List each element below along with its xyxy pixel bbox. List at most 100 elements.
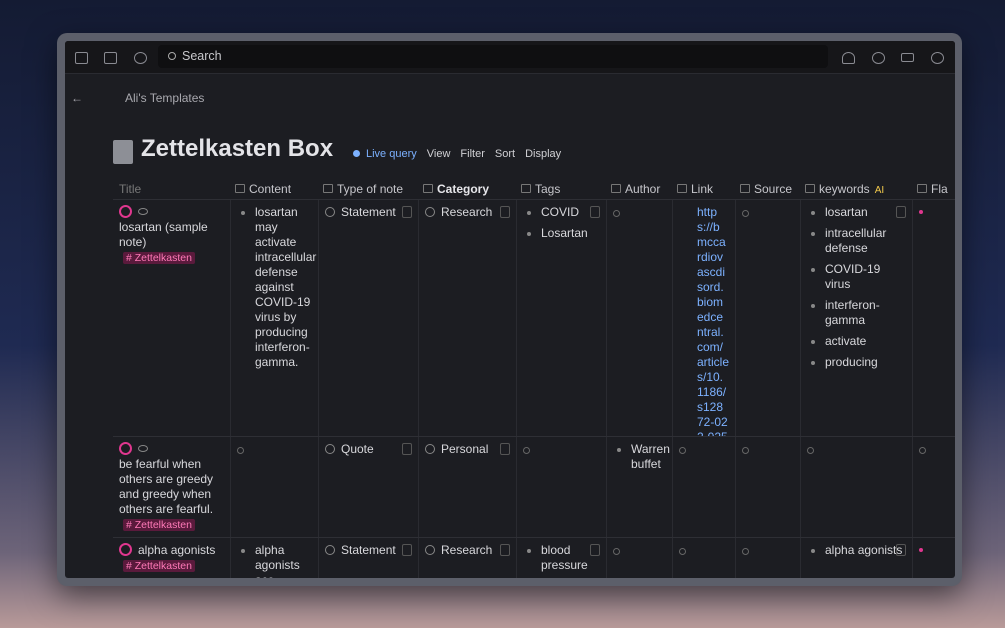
select-value[interactable]: Personal — [425, 442, 510, 457]
column-header[interactable]: Content — [231, 177, 319, 199]
cell — [913, 437, 955, 537]
live-query[interactable]: Live query — [353, 148, 417, 160]
cell — [607, 200, 673, 436]
cell: losartan may activate intracellular defe… — [231, 200, 319, 436]
action-button[interactable]: Sort — [494, 148, 516, 160]
select-value[interactable]: Statement — [325, 543, 412, 558]
column-name: Link — [691, 182, 714, 196]
cell — [607, 538, 673, 578]
app: Search ← Ali's Templates Zettelkasten Bo… — [65, 41, 955, 578]
select-toggle[interactable] — [500, 443, 510, 455]
empty — [742, 548, 749, 555]
list-item: alpha agonists — [825, 543, 906, 558]
column-header[interactable]: Tags — [517, 177, 607, 199]
cell: Statement — [319, 538, 419, 578]
column-name: keywords — [819, 182, 870, 196]
title-text: Zettelkasten Box — [141, 135, 334, 162]
cell — [231, 437, 319, 537]
page-icon — [113, 140, 133, 164]
empty — [679, 548, 686, 555]
column-header[interactable]: Author — [607, 177, 673, 199]
list-item: COVID — [541, 205, 600, 220]
empty — [613, 210, 620, 217]
link[interactable]: https://bmccardiovascdisord.biomedcentra… — [697, 205, 730, 436]
row-title[interactable]: losartan (sample note) — [119, 220, 208, 249]
table: Title Content Type of note Category Tags Auth… — [113, 177, 955, 578]
empty — [523, 447, 530, 454]
header-row: Title Content Type of note Category Tags Auth… — [113, 177, 955, 200]
content: alpha agonists ace — [255, 543, 312, 578]
column-header[interactable]: Source — [736, 177, 801, 199]
select-toggle[interactable] — [590, 206, 600, 218]
column-header[interactable]: keywords AI — [801, 177, 913, 199]
calendar-button[interactable] — [104, 52, 117, 64]
column-name: Type of note — [337, 182, 404, 196]
select-toggle[interactable] — [402, 443, 412, 455]
cell: alpha agonists ace — [231, 538, 319, 578]
search-box[interactable]: Search — [158, 45, 828, 68]
select-value[interactable]: Statement — [325, 205, 412, 220]
select-toggle[interactable] — [896, 544, 906, 556]
column-header[interactable]: Title — [113, 177, 231, 199]
action-button[interactable]: View — [426, 148, 451, 160]
page-icon — [119, 205, 132, 218]
sidebar-toggle[interactable] — [75, 52, 88, 64]
tag[interactable]: # Zettelkasten — [123, 519, 195, 531]
row-title[interactable]: be fearful when others are greedy and gr… — [119, 457, 214, 516]
tag[interactable]: # Zettelkasten — [123, 560, 195, 572]
column-header[interactable]: Fla — [913, 177, 955, 199]
help[interactable] — [872, 52, 885, 64]
list: losartan may activate intracellular defe… — [237, 205, 316, 370]
list-item: interferon-gamma — [825, 298, 906, 328]
quick-button[interactable] — [134, 52, 147, 64]
cell: blood pressure — [517, 538, 607, 578]
column-name: Tags — [535, 182, 561, 196]
hidden-icon — [138, 445, 148, 452]
settings[interactable] — [931, 52, 944, 64]
page-icon — [119, 543, 132, 556]
keyboard[interactable] — [901, 53, 914, 62]
empty — [742, 447, 749, 454]
cell: Personal — [419, 437, 517, 537]
select-toggle[interactable] — [500, 206, 510, 218]
action-button[interactable]: Filter — [460, 148, 485, 160]
cell: https://bmccardiovascdisord.biomedcentra… — [673, 200, 736, 436]
hidden-icon — [138, 208, 148, 215]
cell — [913, 538, 955, 578]
flag-dot — [919, 548, 923, 552]
column-name: Category — [437, 182, 490, 196]
cell: be fearful when others are greedy and gr… — [113, 437, 231, 537]
column-header[interactable]: Type of note — [319, 177, 419, 199]
flag-dot — [919, 210, 923, 214]
select-toggle[interactable] — [500, 544, 510, 556]
tag[interactable]: # Zettelkasten — [123, 252, 195, 264]
list: Warren buffet — [613, 442, 670, 472]
ai-badge: AI — [874, 185, 885, 196]
select-toggle[interactable] — [402, 206, 412, 218]
row-title[interactable]: alpha agonists — [138, 543, 216, 557]
select-value[interactable]: Research — [425, 543, 510, 558]
list: alpha agonists — [807, 543, 906, 558]
select-toggle[interactable] — [590, 544, 600, 556]
select-value[interactable]: Quote — [325, 442, 412, 457]
page-icon — [119, 442, 132, 455]
select-toggle[interactable] — [402, 544, 412, 556]
cell: Quote — [319, 437, 419, 537]
table-row: losartan (sample note) # Zettelkasten losa… — [113, 200, 955, 437]
select-toggle[interactable] — [896, 206, 906, 218]
empty — [807, 447, 814, 454]
empty — [237, 447, 244, 454]
empty — [613, 548, 620, 555]
action-button[interactable]: Display — [525, 148, 562, 160]
column-header[interactable]: Category — [419, 177, 517, 199]
cell — [913, 200, 955, 436]
table-row: alpha agonists # Zettelkasten alpha agonis… — [113, 538, 955, 578]
notifications[interactable] — [842, 52, 855, 64]
back-button[interactable]: ← — [71, 91, 83, 105]
breadcrumb[interactable]: Ali's Templates — [125, 91, 205, 105]
column-header[interactable]: Link — [673, 177, 736, 199]
list-item: losartan — [825, 205, 906, 220]
list-item: producing — [825, 355, 906, 370]
select-value[interactable]: Research — [425, 205, 510, 220]
